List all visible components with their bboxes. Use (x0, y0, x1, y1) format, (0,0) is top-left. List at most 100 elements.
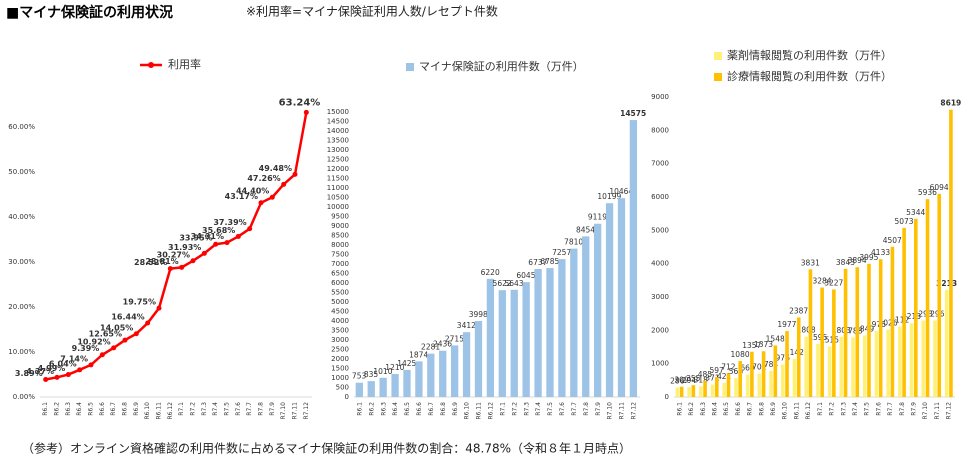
y-tick-label: 8000 (651, 126, 669, 134)
data-label: 47.26% (247, 174, 280, 183)
rate-point (145, 320, 151, 326)
formula-note: ※利用率=マイナ保険証利用人数/レセプト件数 (246, 4, 498, 19)
data-label: 5643 (504, 279, 523, 288)
x-tick-label: R6.4 (711, 402, 718, 416)
bar (687, 387, 691, 397)
x-tick-label: R6.6 (99, 402, 106, 416)
data-label: 28.52% (134, 258, 167, 267)
data-label: 1548 (766, 334, 785, 343)
rate-point (292, 171, 298, 177)
bar (367, 381, 375, 397)
data-label: 1808 (797, 326, 816, 335)
data-label: 753 (352, 372, 367, 381)
rate-point (247, 226, 253, 232)
x-tick-label: R6.5 (723, 402, 730, 416)
x-tick-label: R7.8 (899, 402, 906, 416)
data-label: 44.40% (236, 187, 269, 196)
data-label: 976 (776, 353, 791, 362)
bar (486, 278, 495, 397)
bar (851, 337, 855, 397)
y-tick-label: 9000 (331, 222, 349, 230)
x-tick-label: R7.6 (559, 402, 566, 416)
legend-label: 診療情報閲覧の利用件数（万件） (727, 69, 892, 83)
x-tick-label: R6.9 (452, 402, 459, 416)
data-label: 355 (686, 374, 701, 383)
y-tick-label: 0 (665, 393, 669, 401)
x-tick-label: R6.9 (133, 402, 140, 416)
bar (769, 370, 773, 397)
bar (796, 317, 801, 397)
x-tick-label: R7.1 (178, 402, 185, 416)
bar (886, 329, 890, 397)
data-label: 3843 (836, 258, 855, 267)
x-tick-label: R7.10 (607, 402, 614, 420)
x-tick-label: R7.12 (303, 402, 310, 420)
legend-swatch (714, 73, 722, 81)
x-tick-label: R6.4 (76, 402, 83, 416)
x-tick-label: R7.6 (875, 402, 882, 416)
x-tick-label: R6.3 (380, 402, 387, 416)
y-tick-label: 13000 (327, 146, 349, 154)
y-tick-label: 14000 (327, 127, 349, 135)
data-label: 12.65% (89, 330, 122, 339)
rate-point (88, 362, 94, 368)
data-label: 1874 (409, 350, 428, 359)
bar (878, 259, 883, 397)
bar (582, 236, 590, 397)
data-label: 2387 (789, 306, 808, 315)
data-label: 1080 (731, 350, 750, 359)
data-label: 28.81% (145, 257, 178, 266)
data-label: 3998 (469, 310, 488, 319)
data-label: 37.39% (213, 218, 246, 227)
bar (827, 346, 832, 397)
data-label: 35.68% (202, 226, 235, 235)
rate-point (235, 233, 241, 239)
data-label: 669 (740, 364, 755, 373)
data-label: 2715 (445, 334, 464, 343)
bar (937, 193, 942, 397)
data-label: 14575 (620, 109, 646, 118)
data-label: 43.17% (225, 192, 258, 201)
data-label: 3284 (812, 277, 831, 286)
data-label: 4.99% (38, 364, 66, 373)
x-tick-label: R6.9 (770, 402, 777, 416)
rate-point (201, 250, 207, 256)
x-tick-label: R6.4 (392, 402, 399, 416)
footnote: （参考）オンライン資格確認の利用件数に占めるマイナ保険証の利用件数の割合：48.… (22, 441, 631, 456)
x-tick-label: R7.12 (631, 402, 638, 420)
y-tick-label: 6500 (331, 270, 349, 278)
y-tick-label: 13500 (327, 137, 349, 145)
x-tick-label: R7.10 (922, 402, 929, 420)
y-tick-label: 3000 (651, 293, 669, 301)
data-label: 1788 (843, 326, 862, 335)
data-label: 5073 (894, 217, 913, 226)
bar (415, 361, 423, 397)
data-label: 1210 (385, 363, 404, 372)
data-label: 2436 (433, 340, 452, 349)
bar (855, 267, 860, 397)
y-tick-label: 5500 (331, 289, 349, 297)
y-tick-label: 2000 (331, 355, 349, 363)
data-label: 14.05% (100, 323, 133, 332)
bar (451, 345, 459, 397)
x-tick-label: R7.5 (224, 402, 231, 416)
data-label: 10199 (597, 192, 621, 201)
x-tick-label: R7.2 (190, 402, 197, 416)
data-label: 3995 (859, 253, 878, 262)
y-tick-label: 12000 (327, 165, 349, 173)
x-tick-label: R6.2 (54, 402, 61, 416)
rate-point (258, 200, 264, 206)
data-label: 2296 (925, 309, 944, 318)
bar (605, 203, 614, 397)
data-label: 6737 (528, 258, 547, 267)
x-tick-label: R7.4 (212, 402, 219, 416)
data-label: 3.89% (15, 369, 43, 378)
data-label: 6220 (481, 268, 500, 277)
bar (703, 380, 707, 397)
x-tick-label: R7.7 (246, 402, 253, 416)
x-tick-label: R7.7 (887, 402, 894, 416)
data-label: 3894 (848, 256, 867, 265)
data-label: 597 (710, 366, 725, 375)
bar (546, 268, 554, 397)
